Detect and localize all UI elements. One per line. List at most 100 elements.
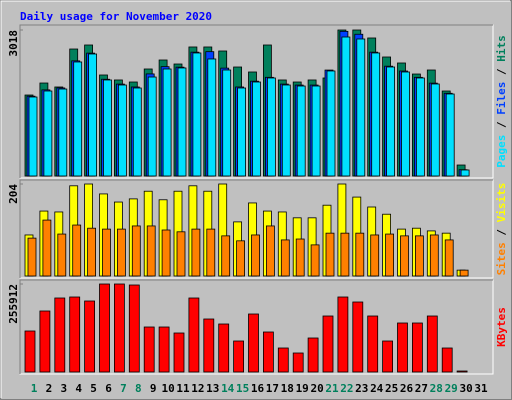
bar [221,235,231,277]
bar [292,352,304,373]
legend: Pages / Files / Hits [495,35,508,168]
bar [445,93,455,177]
legend: Sites / Visits [495,183,508,276]
bar [397,322,408,373]
bar [88,53,97,177]
bar [114,283,125,373]
x-tick-label: 17 [266,382,279,395]
bar [236,240,246,277]
bar [118,84,127,177]
bar [414,235,424,277]
bar [459,269,469,277]
bar [325,232,335,277]
bar [322,315,334,373]
x-tick-label: 16 [251,382,265,395]
x-tick-label: 31 [474,382,488,395]
legend-separator: / [495,222,508,242]
bar [401,71,410,177]
bar [415,77,425,177]
bar [281,84,291,177]
bar [42,219,52,277]
legend-entry: Hits [495,35,508,62]
x-tick-label: 6 [105,382,112,395]
bar [371,52,381,177]
bar [28,96,38,177]
bar [99,283,110,373]
bar [87,227,96,277]
bar [176,231,186,277]
bar [117,228,126,277]
bar [57,233,67,277]
x-tick-label: 21 [325,382,339,395]
bar [207,58,217,177]
bar [370,234,380,277]
x-tick-label: 25 [385,382,398,395]
bar [103,79,112,177]
legend-entry: Sites [495,242,508,275]
bar [460,169,470,177]
x-tick-label: 5 [90,382,97,395]
legend-entry: KBytes [495,307,508,347]
bar [310,244,320,277]
bar [429,234,439,277]
bar [266,77,276,177]
bar [340,232,350,277]
bar [147,76,157,177]
legend-separator: / [495,115,508,135]
bar [311,85,321,177]
x-tick-label: 11 [176,382,190,395]
bar [237,87,247,177]
bar [73,61,83,177]
legend-entry: Pages [495,135,508,168]
bar [27,237,37,277]
bar [386,66,396,177]
bar [280,239,290,277]
bar [128,284,140,373]
x-tick-label: 9 [150,382,157,395]
bar [39,310,51,373]
panel-bevel [19,24,493,178]
bar [341,36,351,177]
bar [161,229,171,277]
bar [296,85,306,177]
bar [356,38,366,177]
bar [251,234,260,277]
bar [162,68,172,177]
bar [355,232,365,277]
x-tick-label: 19 [296,382,309,395]
legend-entry: Visits [495,183,508,223]
y-tick-label: 204 [7,184,20,204]
x-tick-label: 10 [161,382,174,395]
bar [84,300,95,373]
bar [295,238,305,277]
x-tick-label: 13 [206,382,219,395]
bar [132,87,142,177]
bar [191,228,201,277]
bar [426,315,438,373]
bar [206,228,216,277]
x-tick-label: 28 [430,382,443,395]
bar [400,235,409,277]
bar [102,228,111,277]
y-tick-label: 255912 [7,284,20,324]
bar [382,340,394,373]
bar [222,69,232,177]
bar [218,323,230,373]
x-tick-label: 26 [400,382,414,395]
x-tick-label: 22 [340,382,353,395]
panel-bevel [19,179,493,278]
bar [203,318,215,373]
bar [444,239,454,277]
bar [43,90,53,177]
x-tick-label: 24 [370,382,384,395]
x-tick-label: 7 [120,382,127,395]
bar [54,297,66,373]
x-tick-label: 14 [221,382,235,395]
bar [252,81,261,177]
legend-entry: Files [495,82,508,115]
x-tick-label: 4 [75,382,82,395]
bar [326,70,336,177]
bar [277,347,289,373]
